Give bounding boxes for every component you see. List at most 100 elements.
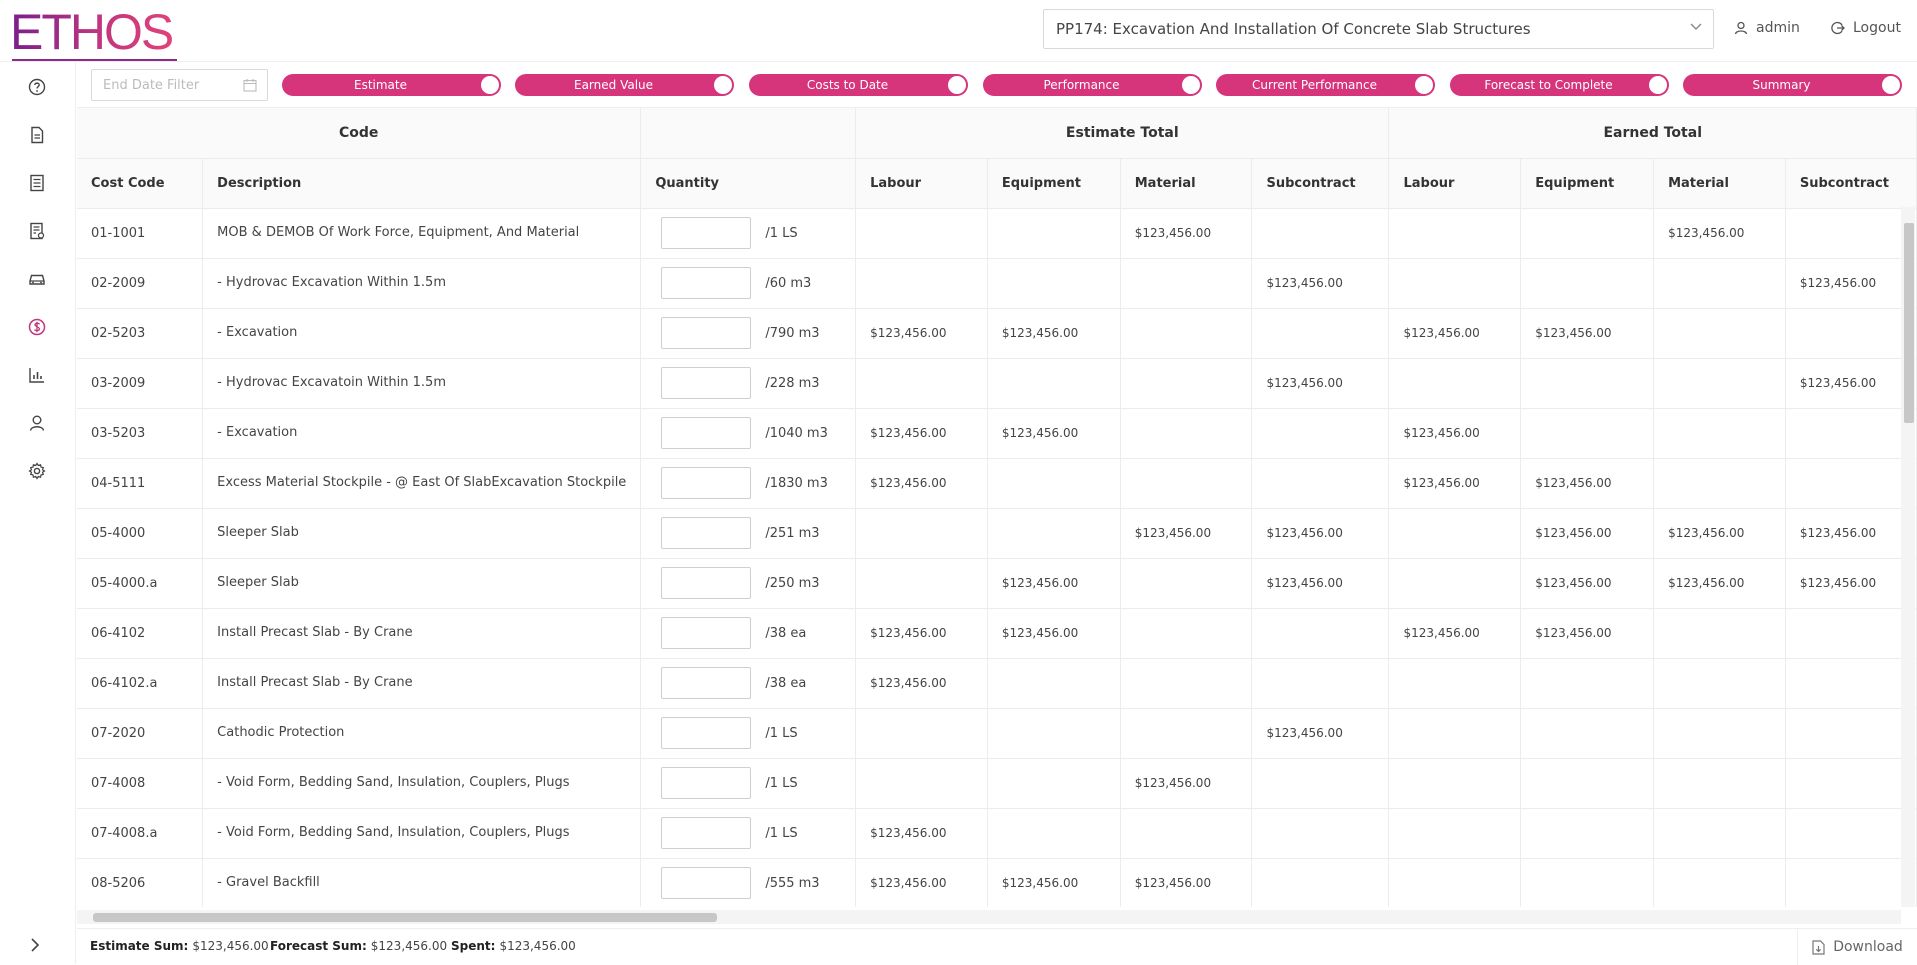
- quantity-cell: /60 m3: [640, 258, 857, 309]
- quantity-input[interactable]: [661, 767, 752, 799]
- table-row[interactable]: 03-5203- Excavation/1040 m3 $123,456.00 $1…: [77, 408, 1917, 459]
- quantity-cell: /790 m3: [640, 308, 857, 359]
- end-date-filter[interactable]: End Date Filter: [91, 69, 268, 101]
- toggle-estimate[interactable]: Estimate: [282, 74, 501, 96]
- toggle-current-performance[interactable]: Current Performance: [1216, 74, 1435, 96]
- col-earned-subcontract[interactable]: Subcontract: [1785, 158, 1917, 209]
- col-quantity[interactable]: Quantity: [640, 158, 857, 209]
- col-description[interactable]: Description: [202, 158, 642, 209]
- quantity-input[interactable]: [661, 467, 752, 499]
- table-row[interactable]: 06-4102.a Install Precast Slab - By Crane…: [77, 658, 1917, 709]
- receipt-icon[interactable]: [28, 222, 46, 240]
- money-cell: [1251, 408, 1390, 459]
- table-row[interactable]: 03-2009- Hydrovac Excavatoin Within 1.5m…: [77, 358, 1917, 409]
- money-cell: [1120, 308, 1253, 359]
- quantity-input[interactable]: [661, 417, 752, 449]
- horizontal-scroll-thumb[interactable]: [93, 913, 717, 922]
- help-circle-icon[interactable]: [28, 78, 46, 96]
- gear-icon[interactable]: [28, 462, 46, 480]
- money-cell: $123,456.00: [855, 808, 988, 859]
- col-estimate-equipment[interactable]: Equipment: [987, 158, 1121, 209]
- toggle-knob: [948, 76, 966, 94]
- money-cell: [987, 758, 1121, 809]
- money-cell: [1785, 808, 1917, 859]
- logout-button[interactable]: Logout: [1831, 20, 1901, 36]
- quantity-input[interactable]: [661, 817, 752, 849]
- cost-code-cell: 05-4000: [77, 508, 204, 559]
- chevron-right-icon[interactable]: [26, 936, 44, 954]
- table-row[interactable]: 07-2020 Cathodic Protection/1 LS $123,456.…: [77, 708, 1917, 759]
- money-cell: [855, 758, 988, 809]
- table-row[interactable]: 06-4102 Install Precast Slab - By Crane/3…: [77, 608, 1917, 659]
- money-cell: $123,456.00: [855, 858, 988, 907]
- toggle-forecast-to-complete[interactable]: Forecast to Complete: [1450, 74, 1669, 96]
- money-cell: [1388, 808, 1522, 859]
- table-row[interactable]: 02-2009- Hydrovac Excavation Within 1.5m…: [77, 258, 1917, 309]
- download-button[interactable]: Download: [1797, 929, 1917, 965]
- user-icon[interactable]: [28, 414, 46, 432]
- description-cell: Install Precast Slab - By Crane: [202, 658, 642, 709]
- quantity-input[interactable]: [661, 217, 752, 249]
- bar-chart-icon[interactable]: [28, 366, 46, 384]
- horizontal-scrollbar[interactable]: [77, 910, 1901, 924]
- quantity-input[interactable]: [661, 567, 752, 599]
- table-row[interactable]: 07-4008.a - Void Form, Bedding Sand, Insu…: [77, 808, 1917, 859]
- car-icon[interactable]: [28, 270, 46, 288]
- toggle-performance[interactable]: Performance: [983, 74, 1202, 96]
- quantity-cell: /1 LS: [640, 708, 857, 759]
- description-cell: - Void Form, Bedding Sand, Insulation, C…: [202, 808, 642, 859]
- description-cell: Sleeper Slab: [202, 558, 642, 609]
- money-cell: [987, 658, 1121, 709]
- col-estimate-subcontract[interactable]: Subcontract: [1251, 158, 1390, 209]
- col-estimate-labour[interactable]: Labour: [855, 158, 988, 209]
- user-name: admin: [1756, 20, 1800, 36]
- col-cost-code[interactable]: Cost Code: [77, 158, 204, 209]
- table-row[interactable]: 02-5203- Excavation/790 m3 $123,456.00 $12…: [77, 308, 1917, 359]
- col-earned-equipment[interactable]: Equipment: [1520, 158, 1655, 209]
- money-cell: $123,456.00: [1251, 708, 1390, 759]
- table-row[interactable]: 05-4000 Sleeper Slab/251 m3 $123,456.00 $12…: [77, 508, 1917, 559]
- project-select[interactable]: PP174: Excavation And Installation Of Co…: [1043, 9, 1714, 49]
- quantity-input[interactable]: [661, 267, 752, 299]
- vertical-scroll-thumb[interactable]: [1904, 223, 1914, 423]
- money-cell: [987, 208, 1121, 259]
- col-earned-material[interactable]: Material: [1653, 158, 1786, 209]
- table-row[interactable]: 08-5206- Gravel Backfill/555 m3 $123,456.…: [77, 858, 1917, 907]
- money-cell: [1653, 258, 1786, 309]
- money-cell: [855, 558, 988, 609]
- description-cell: - Gravel Backfill: [202, 858, 642, 907]
- cost-grid: Code Estimate Total Earned Total Cost Co…: [77, 107, 1917, 907]
- table-row[interactable]: 05-4000.a Sleeper Slab/250 m3 $123,456.00 $…: [77, 558, 1917, 609]
- quantity-input[interactable]: [661, 617, 752, 649]
- col-earned-labour[interactable]: Labour: [1388, 158, 1522, 209]
- quantity-input[interactable]: [661, 367, 752, 399]
- table-row[interactable]: 04-5111 Excess Material Stockpile - @ Eas…: [77, 458, 1917, 509]
- toggle-costs-to-date[interactable]: Costs to Date: [749, 74, 968, 96]
- col-estimate-material[interactable]: Material: [1120, 158, 1253, 209]
- quantity-input[interactable]: [661, 317, 752, 349]
- cost-code-cell: 07-4008: [77, 758, 204, 809]
- table-row[interactable]: 07-4008- Void Form, Bedding Sand, Insula…: [77, 758, 1917, 809]
- table-row[interactable]: 01-1001 MOB & DEMOB Of Work Force, Equipm…: [77, 208, 1917, 259]
- description-cell: Excess Material Stockpile - @ East Of Sl…: [202, 458, 642, 509]
- quantity-input[interactable]: [661, 517, 752, 549]
- quantity-input[interactable]: [661, 717, 752, 749]
- list-icon[interactable]: [28, 174, 46, 192]
- money-cell: $123,456.00: [1520, 608, 1655, 659]
- quantity-input[interactable]: [661, 867, 752, 899]
- cost-table: Code Estimate Total Earned Total Cost Co…: [77, 108, 1917, 907]
- spent-value: $123,456.00: [499, 939, 576, 953]
- document-icon[interactable]: [28, 126, 46, 144]
- description-cell: Cathodic Protection: [202, 708, 642, 759]
- money-cell: [855, 258, 988, 309]
- vertical-scrollbar[interactable]: [1901, 207, 1915, 907]
- toggle-earned-value[interactable]: Earned Value: [515, 74, 734, 96]
- user-menu[interactable]: admin: [1734, 20, 1800, 36]
- money-cell: [1520, 408, 1655, 459]
- quantity-input[interactable]: [661, 667, 752, 699]
- dollar-icon[interactable]: [28, 318, 46, 336]
- money-cell: [1653, 458, 1786, 509]
- toggle-summary[interactable]: Summary: [1683, 74, 1902, 96]
- money-cell: [1388, 658, 1522, 709]
- quantity-unit: /790 m3: [765, 325, 820, 341]
